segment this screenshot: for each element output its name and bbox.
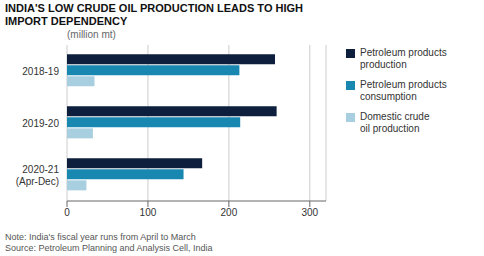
html-text:Petroleum products production: Petroleum products production: [360, 47, 447, 70]
svg-text:0: 0: [64, 207, 70, 218]
svg-text:2019-20: 2019-20: [22, 118, 59, 129]
svg-text:2018-19: 2018-19: [22, 66, 59, 77]
html-text:Petroleum products consumption: Petroleum products consumption: [360, 79, 447, 102]
html-text:Source: Petroleum Planning and: Source: Petroleum Planning and Analysis …: [5, 243, 213, 253]
html-text:IMPORT DEPENDENCY: IMPORT DEPENDENCY: [5, 15, 128, 27]
svg-text:100: 100: [140, 207, 157, 218]
html-text:Domestic crude oil production: Domestic crude oil production: [360, 111, 430, 134]
svg-text:2020-21(Apr-Dec): 2020-21(Apr-Dec): [16, 164, 60, 187]
html-text:Note: India's fiscal year runs: Note: India's fiscal year runs from Apri…: [5, 232, 196, 242]
svg-text:300: 300: [301, 207, 318, 218]
svg-text:200: 200: [221, 207, 238, 218]
html-text:(million mt): (million mt): [67, 29, 116, 40]
html-text:INDIA'S LOW CRUDE OIL PRODUCTI: INDIA'S LOW CRUDE OIL PRODUCTION LEADS T…: [5, 2, 303, 14]
